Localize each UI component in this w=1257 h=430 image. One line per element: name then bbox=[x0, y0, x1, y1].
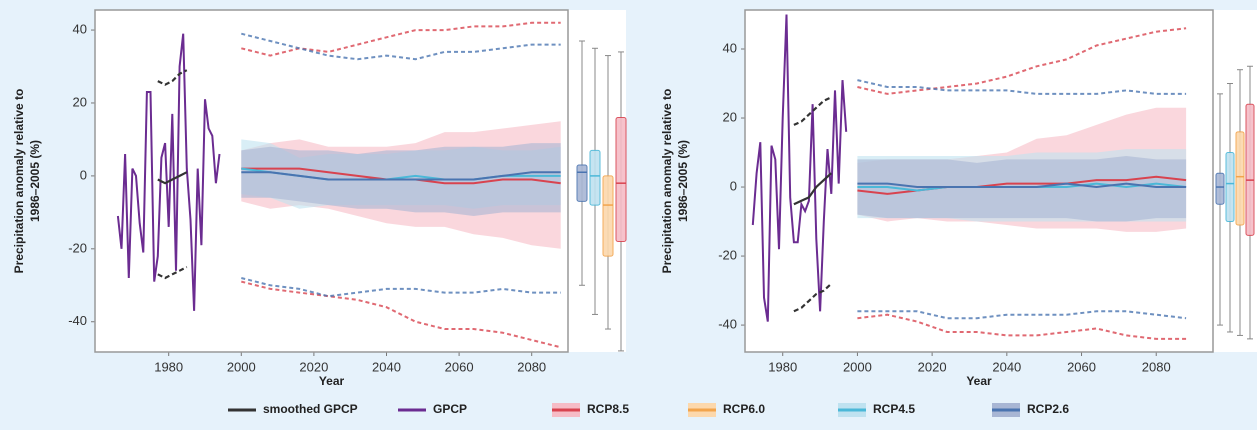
y-tick-label: -20 bbox=[718, 247, 737, 262]
legend-label: RCP4.5 bbox=[873, 402, 915, 416]
y-tick-label: 0 bbox=[730, 178, 737, 193]
y-axis-label: Precipitation anomaly relative to bbox=[660, 89, 674, 274]
chart-panel: 1980 2000 2020 2040 2060 2080-40-2002040YearP… bbox=[660, 9, 1257, 388]
gpcp-line bbox=[751, 14, 848, 322]
x-tick-label: 2020 bbox=[918, 359, 947, 374]
x-tick-label: 2080 bbox=[1142, 359, 1171, 374]
y-tick-label: 20 bbox=[723, 109, 737, 124]
smoothed-range bbox=[793, 96, 832, 126]
plot-frame bbox=[94, 9, 569, 353]
x-tick-label: 2060 bbox=[445, 359, 474, 374]
legend: smoothed GPCP GPCP RCP8.5 RCP6.0 RCP4.5 RCP2.… bbox=[228, 402, 1069, 417]
range-line bbox=[241, 21, 561, 57]
x-tick-label: 2040 bbox=[372, 359, 401, 374]
y-tick-label: -20 bbox=[68, 240, 87, 255]
y-axis-label: 1986–2005 (%) bbox=[28, 140, 42, 222]
y-tick-label: -40 bbox=[68, 313, 87, 328]
y-tick-label: 40 bbox=[73, 21, 87, 36]
x-axis-label: Year bbox=[319, 374, 345, 388]
y-tick-label: 20 bbox=[73, 94, 87, 109]
box bbox=[576, 164, 588, 202]
mean-line bbox=[241, 171, 561, 181]
uncertainty-band bbox=[857, 156, 1187, 222]
x-tick-label: 1980 bbox=[154, 359, 183, 374]
plot-frame bbox=[744, 9, 1214, 353]
mean-line bbox=[857, 182, 1187, 189]
x-axis-label: Year bbox=[966, 374, 992, 388]
smoothed-range bbox=[157, 266, 188, 280]
range-line bbox=[857, 79, 1187, 95]
y-axis-label: Precipitation anomaly relative to bbox=[12, 89, 26, 274]
x-tick-label: 1980 bbox=[768, 359, 797, 374]
legend-label: RCP8.5 bbox=[587, 402, 629, 416]
range-line bbox=[241, 32, 561, 61]
box bbox=[1235, 131, 1245, 226]
legend-label: GPCP bbox=[433, 402, 467, 416]
x-tick-label: 2080 bbox=[517, 359, 546, 374]
box bbox=[1245, 103, 1255, 236]
range-line bbox=[241, 280, 561, 349]
range-line bbox=[857, 27, 1187, 95]
mean-line bbox=[857, 175, 1187, 195]
legend-label: RCP2.6 bbox=[1027, 402, 1069, 416]
box bbox=[1225, 152, 1235, 223]
y-tick-label: -40 bbox=[718, 317, 737, 332]
smoothed-line bbox=[793, 172, 833, 206]
gpcp-line bbox=[116, 33, 221, 311]
range-line bbox=[241, 277, 561, 298]
legend-label: RCP6.0 bbox=[723, 402, 765, 416]
y-tick-label: 0 bbox=[80, 167, 87, 182]
x-tick-label: 2000 bbox=[843, 359, 872, 374]
box bbox=[589, 149, 601, 206]
smoothed-line bbox=[157, 171, 188, 185]
box bbox=[615, 117, 627, 243]
x-tick-label: 2060 bbox=[1067, 359, 1096, 374]
range-line bbox=[857, 310, 1187, 320]
legend-label: smoothed GPCP bbox=[263, 402, 358, 416]
x-tick-label: 2000 bbox=[227, 359, 256, 374]
chart-panel: 1980 2000 2020 2040 2060 2080-40-2002040YearP… bbox=[12, 9, 627, 388]
x-tick-label: 2020 bbox=[299, 359, 328, 374]
box bbox=[602, 175, 614, 257]
y-tick-label: 40 bbox=[723, 40, 737, 55]
box bbox=[1215, 172, 1225, 205]
smoothed-range bbox=[157, 69, 188, 86]
y-axis-label: 1986–2005 (%) bbox=[676, 140, 690, 222]
x-tick-label: 2040 bbox=[992, 359, 1021, 374]
